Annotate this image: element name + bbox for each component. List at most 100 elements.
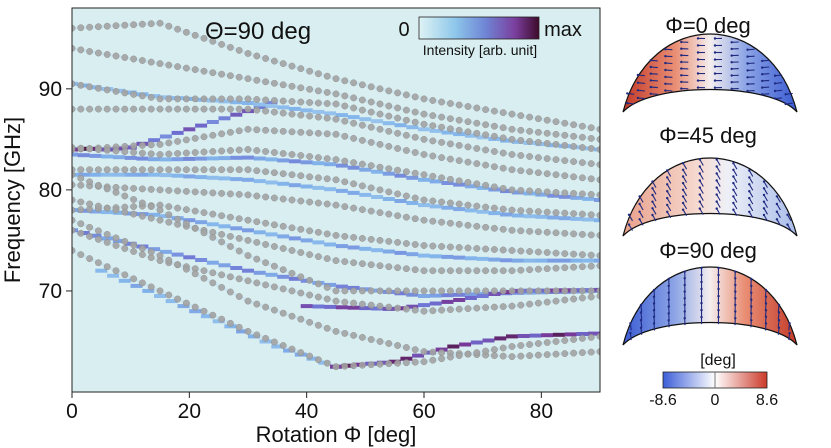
mode-marker — [499, 124, 507, 132]
magnetization-arrow-head — [651, 200, 654, 203]
magnetization-arrow-head — [681, 162, 685, 165]
mode-marker — [165, 211, 173, 219]
intensity-cell — [324, 304, 337, 309]
mode-marker — [77, 24, 85, 32]
intensity-cell — [124, 172, 137, 177]
mode-marker — [209, 131, 217, 139]
intensity-cell — [253, 179, 266, 184]
mode-marker — [226, 232, 234, 240]
mode-marker — [182, 220, 190, 228]
intensity-cell — [206, 156, 219, 161]
mode-marker — [482, 304, 489, 311]
mode-marker — [579, 210, 586, 218]
magnetization-arrow-head — [666, 176, 669, 179]
mode-marker — [253, 300, 261, 308]
magnetization-arrow-head — [762, 193, 766, 197]
mode-marker — [138, 245, 146, 252]
mode-marker — [561, 296, 569, 304]
mode-marker — [138, 212, 146, 220]
intensity-cell — [382, 121, 395, 126]
mode-marker — [367, 162, 375, 170]
magnetization-arrow-head — [629, 322, 632, 325]
mode-marker — [235, 105, 243, 113]
magnetization-arrow-head — [681, 188, 685, 191]
mode-marker — [438, 218, 445, 226]
magnetization-arrow-head — [698, 172, 701, 175]
mode-marker — [226, 166, 234, 174]
mode-marker — [473, 349, 481, 356]
magnetization-arrow-head — [666, 196, 669, 200]
intensity-cell — [464, 208, 477, 213]
mode-marker — [499, 164, 507, 172]
mode-marker — [376, 360, 384, 368]
mode-marker — [579, 190, 586, 198]
mode-marker — [482, 347, 489, 355]
magnetization-arrow-head — [713, 86, 717, 89]
mode-marker — [376, 163, 384, 171]
mode-marker — [350, 134, 357, 142]
intensity-cell — [230, 112, 243, 117]
magnetization-arrow-head — [746, 82, 749, 86]
intensity-cell — [171, 157, 184, 162]
mode-marker — [112, 147, 120, 155]
intensity-cell — [570, 195, 583, 200]
mode-marker — [288, 82, 296, 90]
magnetization-arrow-head — [730, 47, 733, 51]
magnetization-arrow-head — [667, 277, 670, 281]
mode-marker — [103, 263, 111, 271]
intensity-cell — [154, 294, 166, 298]
mode-marker — [95, 202, 102, 210]
mode-marker — [112, 52, 120, 60]
mode-marker — [253, 76, 261, 84]
intensity-cell — [359, 167, 372, 172]
mode-marker — [182, 166, 190, 174]
mode-marker — [446, 100, 454, 107]
magnetization-arrow-head — [748, 203, 751, 207]
mode-marker — [297, 289, 305, 297]
mode-marker — [323, 200, 331, 208]
mode-marker — [147, 185, 155, 193]
mode-marker — [350, 362, 357, 370]
mode-marker — [438, 174, 445, 182]
mode-marker — [464, 287, 472, 295]
mode-marker — [182, 149, 190, 157]
mode-marker — [446, 175, 454, 183]
mode-marker — [367, 123, 375, 131]
intensity-cell — [535, 192, 548, 197]
mode-marker — [174, 137, 182, 145]
magnetization-arrow-head — [627, 213, 631, 216]
mode-marker — [323, 114, 331, 122]
mode-marker — [350, 204, 357, 212]
mode-marker — [490, 183, 498, 191]
mode-marker — [446, 267, 454, 275]
mode-marker — [358, 106, 366, 114]
mode-marker — [297, 172, 305, 180]
intensity-cell — [464, 292, 477, 297]
intensity-cell — [588, 331, 600, 336]
mode-marker — [499, 205, 507, 213]
arc-phi-90 — [622, 266, 798, 346]
mode-marker — [156, 19, 164, 27]
mode-marker — [535, 138, 542, 146]
mode-marker — [376, 100, 384, 108]
mode-marker — [367, 207, 375, 215]
mode-marker — [121, 192, 129, 200]
mode-marker — [270, 221, 278, 229]
mode-marker — [490, 148, 498, 155]
magnetization-arrow-head — [748, 176, 751, 179]
intensity-cell — [236, 329, 249, 334]
intensity-cell — [453, 292, 466, 297]
intensity-cell — [371, 248, 384, 253]
mode-marker — [314, 199, 322, 207]
mode-marker — [279, 127, 287, 135]
mode-marker — [86, 255, 94, 263]
mode-marker — [332, 327, 340, 335]
intensity-cell — [312, 109, 325, 114]
mode-marker — [253, 238, 261, 246]
mode-marker — [200, 133, 208, 141]
mode-marker — [517, 207, 525, 215]
magnetization-arrow-head — [748, 210, 751, 213]
mode-marker — [473, 119, 481, 127]
magnetization-arrow-head — [696, 37, 700, 40]
mode-marker — [147, 203, 155, 211]
